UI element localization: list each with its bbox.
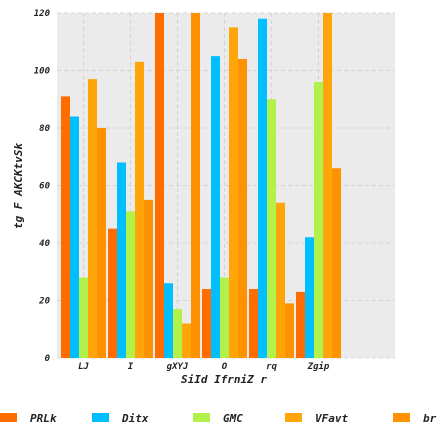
bar [173,309,182,358]
legend-swatch [285,413,302,422]
x-tick-label: rq [266,362,277,372]
y-axis-label: tg F AKCKtvSk [12,143,25,229]
bar [61,96,70,358]
bar [155,13,164,358]
x-tick-label: I [128,362,134,372]
bar [202,289,211,358]
bar [323,13,332,358]
bar [191,13,200,358]
bar [108,228,117,358]
bar [276,202,285,358]
legend-swatch [92,413,109,422]
bar [211,56,220,358]
y-axis-ticks: 0 20 40 60 80 100 120 [34,9,51,364]
y-tick-label: 40 [39,239,50,249]
x-tick-label: LJ [78,362,89,372]
bar [314,82,323,358]
x-tick-label: Zgip [307,361,330,372]
bar [238,59,247,358]
bar [258,18,267,358]
bar [182,323,191,358]
bar [267,99,276,358]
y-tick-label: 0 [45,354,51,364]
bar [285,303,294,358]
y-tick-label: 20 [38,297,50,307]
legend-label: br [423,412,437,425]
bar [97,128,106,358]
y-tick-label: 60 [39,182,50,192]
legend-label: PRLk [30,412,57,425]
x-axis-label: SiId IfrniZ r [181,373,267,386]
bar [296,291,305,358]
bar [117,162,126,358]
bar [88,79,97,358]
bar [229,27,238,358]
bar [164,283,173,358]
bar [144,199,153,358]
bar [249,289,258,358]
bar [126,211,135,358]
legend-swatch [393,413,410,422]
legend-label: VFavt [315,412,348,425]
bar-series-group [61,13,341,358]
bar [79,277,88,358]
bar [135,61,144,358]
y-tick-label: 80 [39,124,50,134]
bar [70,116,79,358]
legend: PRLk Ditx GMC VFavt br [0,412,437,425]
x-tick-label: O [222,362,228,372]
bar [332,168,341,358]
legend-swatch [193,413,210,422]
bar [305,237,314,358]
y-tick-label: 120 [34,9,51,19]
legend-label: Ditx [121,412,149,425]
x-tick-label: gXYJ [167,362,189,372]
legend-swatch [0,413,17,422]
y-tick-label: 100 [34,67,51,77]
legend-label: GMC [223,412,243,425]
bar [220,277,229,358]
